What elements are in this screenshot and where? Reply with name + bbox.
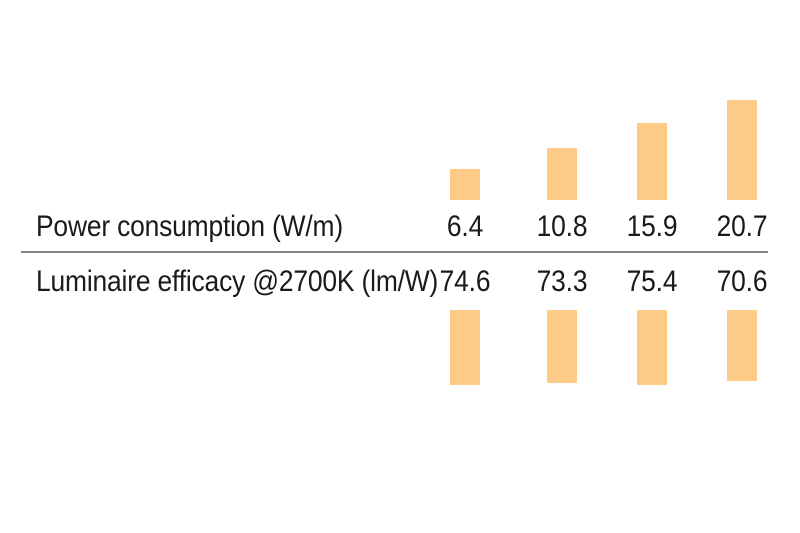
power-consumption-bar <box>637 123 667 200</box>
power-consumption-value: 10.8 <box>536 210 588 243</box>
luminaire-efficacy-label: Luminaire efficacy @2700K (lm/W) <box>36 265 439 298</box>
luminaire-efficacy-value: 74.6 <box>439 265 491 298</box>
row-divider <box>21 251 768 253</box>
power-consumption-bar <box>450 169 480 200</box>
luminaire-efficacy-value: 73.3 <box>536 265 588 298</box>
luminaire-efficacy-bar <box>450 310 480 385</box>
luminaire-efficacy-value: 75.4 <box>626 265 678 298</box>
power-consumption-label: Power consumption (W/m) <box>36 210 343 243</box>
power-consumption-value: 6.4 <box>446 210 484 243</box>
power-consumption-bar <box>547 148 577 200</box>
power-consumption-bar <box>727 100 757 200</box>
luminaire-efficacy-bar <box>727 310 757 381</box>
luminaire-efficacy-value: 70.6 <box>716 265 768 298</box>
luminaire-efficacy-bar <box>547 310 577 383</box>
power-consumption-value: 20.7 <box>716 210 768 243</box>
power-consumption-value: 15.9 <box>626 210 678 243</box>
luminaire-efficacy-bar <box>637 310 667 385</box>
